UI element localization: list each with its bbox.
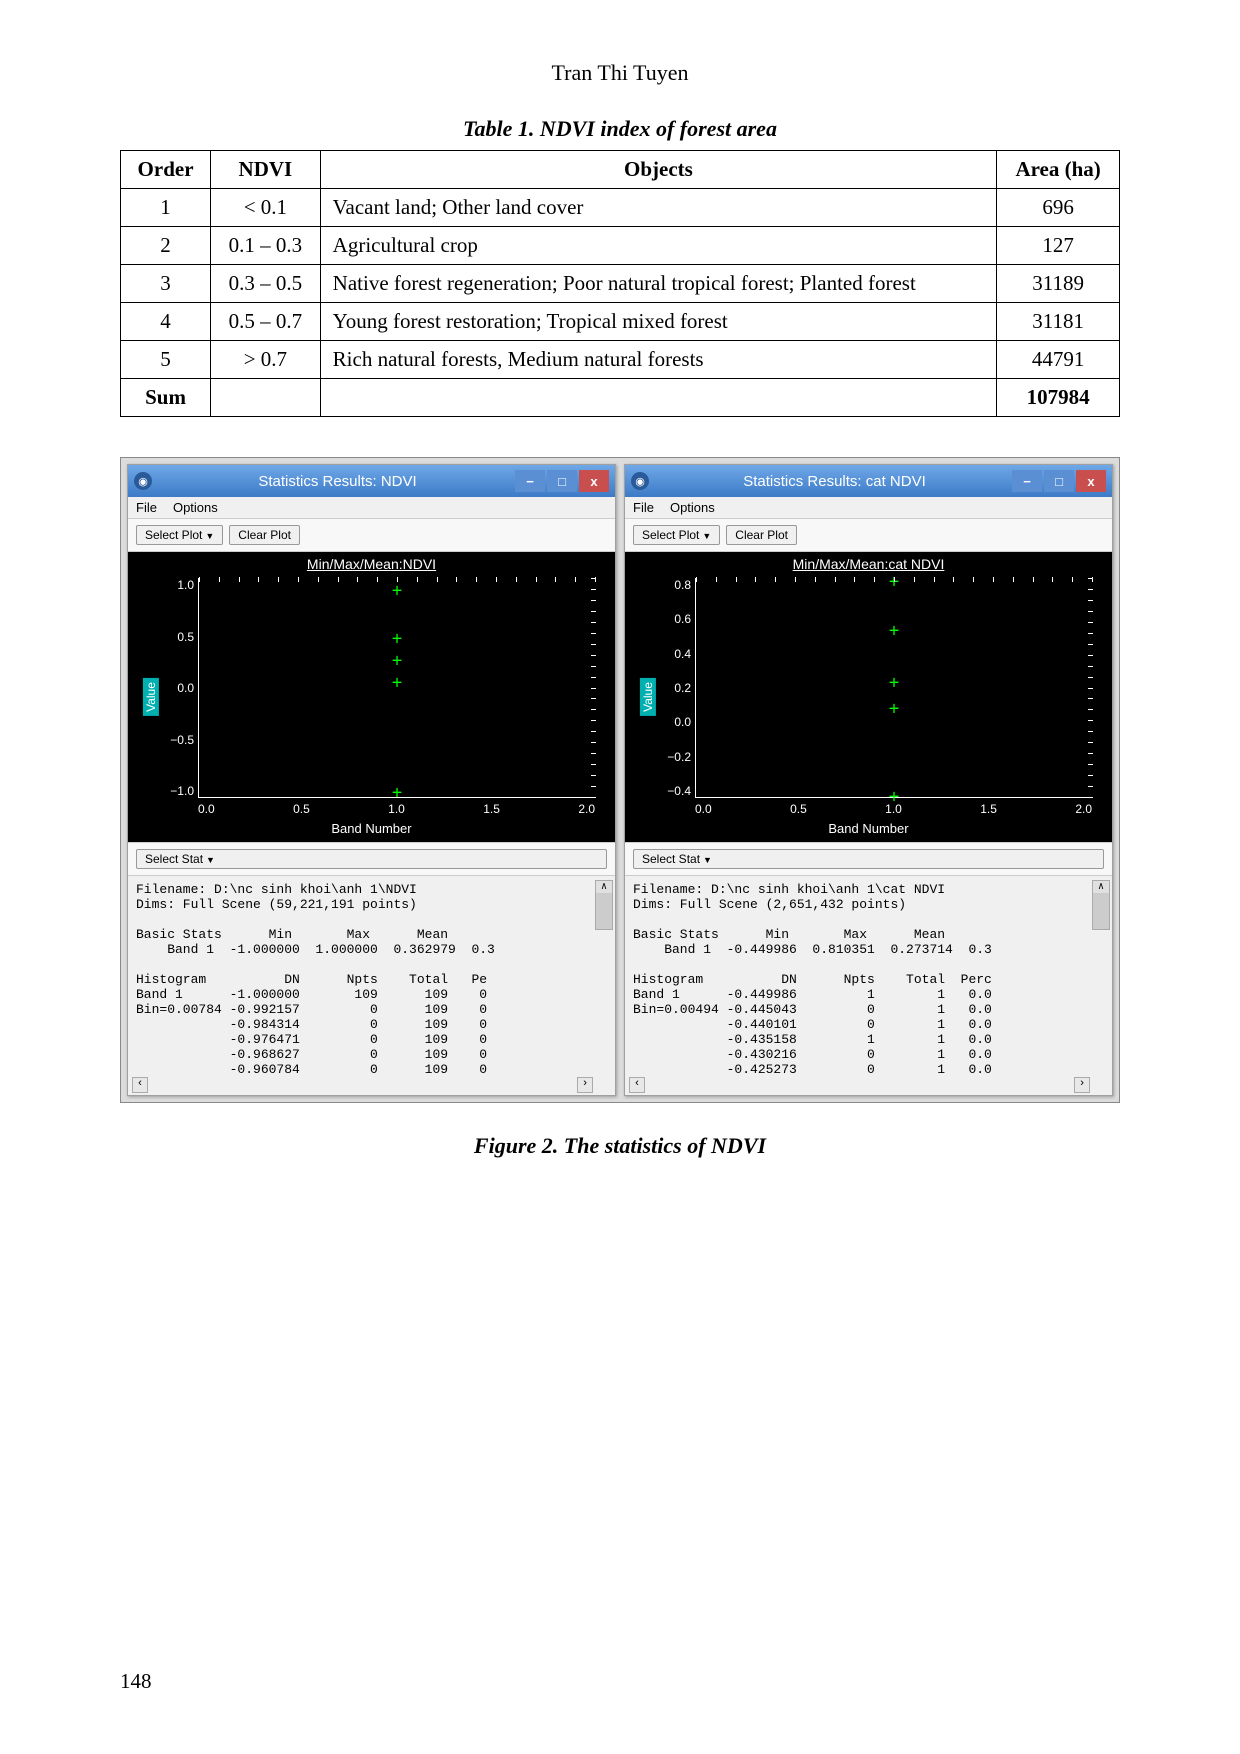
data-marker: + — [392, 673, 403, 694]
select-stat-button[interactable]: Select Stat▼ — [136, 849, 607, 869]
x-axis-ticks: 0.00.51.01.52.0 — [198, 802, 595, 816]
table-row: 30.3 – 0.5Native forest regeneration; Po… — [121, 265, 1120, 303]
clear-plot-button[interactable]: Clear Plot — [726, 525, 797, 545]
select-stat-button[interactable]: Select Stat▼ — [633, 849, 1104, 869]
stats-window: ◉ Statistics Results: cat NDVI − □ x Fil… — [624, 464, 1113, 1096]
page-number: 148 — [120, 1669, 152, 1694]
plot-area: +++++ — [695, 578, 1092, 798]
th-area: Area (ha) — [997, 151, 1120, 189]
close-button[interactable]: x — [579, 470, 609, 492]
plot-toolbar: Select Plot▼ Clear Plot — [128, 519, 615, 552]
minimize-button[interactable]: − — [1012, 470, 1042, 492]
window-title: Statistics Results: cat NDVI — [657, 473, 1012, 490]
menu-item[interactable]: Options — [173, 500, 218, 515]
data-marker: + — [392, 651, 403, 672]
close-button[interactable]: x — [1076, 470, 1106, 492]
vertical-scrollbar[interactable]: ∧ — [595, 880, 613, 930]
th-order: Order — [121, 151, 211, 189]
plot-area: +++++ — [198, 578, 595, 798]
x-axis-label: Band Number — [128, 821, 615, 836]
table-row: 40.5 – 0.7Young forest restoration; Trop… — [121, 303, 1120, 341]
stats-output: Filename: D:\nc sinh khoi\anh 1\NDVI Dim… — [128, 875, 615, 1095]
vertical-scrollbar[interactable]: ∧ — [1092, 880, 1110, 930]
data-marker: + — [392, 581, 403, 602]
titlebar: ◉ Statistics Results: NDVI − □ x — [128, 465, 615, 497]
y-axis-ticks: 1.00.50.0−0.5−1.0 — [158, 578, 194, 798]
figure-container: ◉ Statistics Results: NDVI − □ x File Opt… — [120, 457, 1120, 1103]
table-title: Table 1. NDVI index of forest area — [120, 116, 1120, 142]
menubar: File Options — [128, 497, 615, 519]
stats-output: Filename: D:\nc sinh khoi\anh 1\cat NDVI… — [625, 875, 1112, 1095]
table-row: 1< 0.1Vacant land; Other land cover696 — [121, 189, 1120, 227]
y-axis-ticks: 0.80.60.40.20.0−0.2−0.4 — [655, 578, 691, 798]
ndvi-table: Order NDVI Objects Area (ha) 1< 0.1Vacan… — [120, 150, 1120, 417]
data-marker: + — [889, 572, 900, 593]
figure-caption: Figure 2. The statistics of NDVI — [120, 1133, 1120, 1159]
app-icon: ◉ — [134, 472, 152, 490]
chart-area: Min/Max/Mean:NDVI Value 1.00.50.0−0.5−1.… — [128, 552, 615, 842]
clear-plot-button[interactable]: Clear Plot — [229, 525, 300, 545]
horizontal-scrollbar[interactable]: ‹› — [132, 1077, 593, 1093]
titlebar: ◉ Statistics Results: cat NDVI − □ x — [625, 465, 1112, 497]
horizontal-scrollbar[interactable]: ‹› — [629, 1077, 1090, 1093]
menu-item[interactable]: Options — [670, 500, 715, 515]
maximize-button[interactable]: □ — [547, 470, 577, 492]
chart-title: Min/Max/Mean:cat NDVI — [625, 552, 1112, 572]
chart-title: Min/Max/Mean:NDVI — [128, 552, 615, 572]
table-row: 20.1 – 0.3Agricultural crop127 — [121, 227, 1120, 265]
chevron-down-icon: ▼ — [703, 855, 712, 865]
author-name: Tran Thi Tuyen — [120, 60, 1120, 86]
stats-toolbar: Select Stat▼ — [625, 842, 1112, 875]
data-marker: + — [392, 782, 403, 803]
maximize-button[interactable]: □ — [1044, 470, 1074, 492]
data-marker: + — [392, 629, 403, 650]
data-marker: + — [889, 699, 900, 720]
th-ndvi: NDVI — [211, 151, 321, 189]
data-marker: + — [889, 620, 900, 641]
menubar: File Options — [625, 497, 1112, 519]
stats-toolbar: Select Stat▼ — [128, 842, 615, 875]
th-objects: Objects — [320, 151, 997, 189]
menu-item[interactable]: File — [633, 500, 654, 515]
chevron-down-icon: ▼ — [205, 531, 214, 541]
select-plot-button[interactable]: Select Plot▼ — [633, 525, 720, 545]
select-plot-button[interactable]: Select Plot▼ — [136, 525, 223, 545]
app-icon: ◉ — [631, 472, 649, 490]
x-axis-label: Band Number — [625, 821, 1112, 836]
minimize-button[interactable]: − — [515, 470, 545, 492]
table-row: 5> 0.7Rich natural forests, Medium natur… — [121, 341, 1120, 379]
y-axis-label: Value — [143, 678, 159, 716]
table-body: 1< 0.1Vacant land; Other land cover69620… — [121, 189, 1120, 417]
data-marker: + — [889, 673, 900, 694]
y-axis-label: Value — [640, 678, 656, 716]
plot-toolbar: Select Plot▼ Clear Plot — [625, 519, 1112, 552]
x-axis-ticks: 0.00.51.01.52.0 — [695, 802, 1092, 816]
window-title: Statistics Results: NDVI — [160, 473, 515, 490]
stats-window: ◉ Statistics Results: NDVI − □ x File Opt… — [127, 464, 616, 1096]
chevron-down-icon: ▼ — [206, 855, 215, 865]
chevron-down-icon: ▼ — [702, 531, 711, 541]
menu-item[interactable]: File — [136, 500, 157, 515]
chart-area: Min/Max/Mean:cat NDVI Value 0.80.60.40.2… — [625, 552, 1112, 842]
